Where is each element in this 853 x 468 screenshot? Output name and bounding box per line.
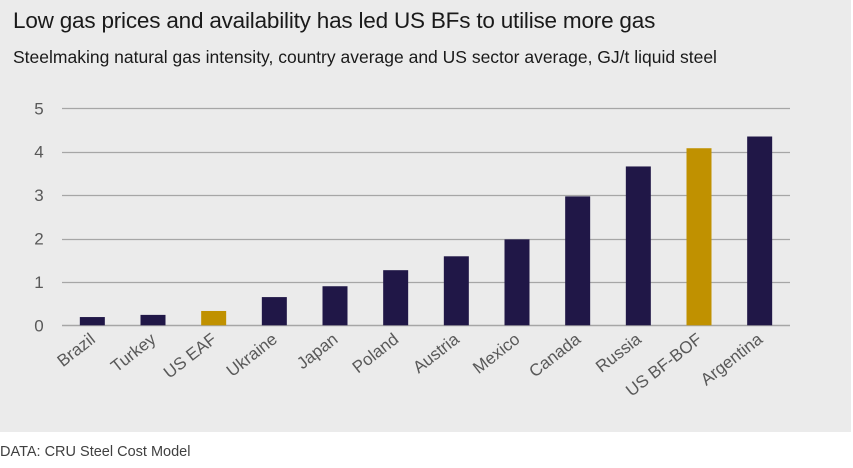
y-tick-label: 4 <box>34 143 43 162</box>
x-tick-label: Argentina <box>697 329 766 389</box>
y-tick-label: 3 <box>34 186 43 205</box>
x-axis-labels: Brazil Turkey US EAF Ukraine Japan Poland Aust… <box>54 329 767 400</box>
y-tick-label: 0 <box>34 316 43 335</box>
bar-argentina <box>747 136 773 326</box>
chart-subtitle: Steelmaking natural gas intensity, count… <box>13 47 717 67</box>
gridlines <box>62 107 790 327</box>
bar-russia <box>625 166 651 326</box>
y-tick-label: 5 <box>34 99 43 118</box>
source-note: DATA: CRU Steel Cost Model <box>0 444 191 460</box>
bar-poland <box>383 270 409 326</box>
bar-ukraine <box>261 297 287 326</box>
bar-us-eaf <box>201 310 227 326</box>
bar-mexico <box>504 239 530 326</box>
x-tick-label: Poland <box>349 329 402 377</box>
x-tick-label: Turkey <box>107 329 160 376</box>
bar-us-bf-bof <box>686 148 712 326</box>
x-tick-label: US EAF <box>160 329 220 382</box>
bar-canada <box>565 196 591 326</box>
x-tick-label: Ukraine <box>223 329 281 380</box>
x-tick-label: Canada <box>525 329 584 381</box>
bar-austria <box>443 256 469 326</box>
x-tick-label: Austria <box>409 329 463 377</box>
bar-japan <box>322 286 348 326</box>
y-tick-label: 1 <box>34 273 43 292</box>
chart-title: Low gas prices and availability has led … <box>13 8 656 33</box>
bar-turkey <box>140 314 166 326</box>
x-tick-label: Brazil <box>54 329 99 370</box>
bar-brazil <box>79 317 105 326</box>
x-tick-label: Mexico <box>469 329 523 377</box>
x-tick-label: Japan <box>293 329 341 372</box>
x-tick-label: Russia <box>592 329 645 376</box>
bars <box>79 136 773 326</box>
y-axis-ticks: 0 1 2 3 4 5 <box>34 99 43 335</box>
y-tick-label: 2 <box>34 230 43 249</box>
